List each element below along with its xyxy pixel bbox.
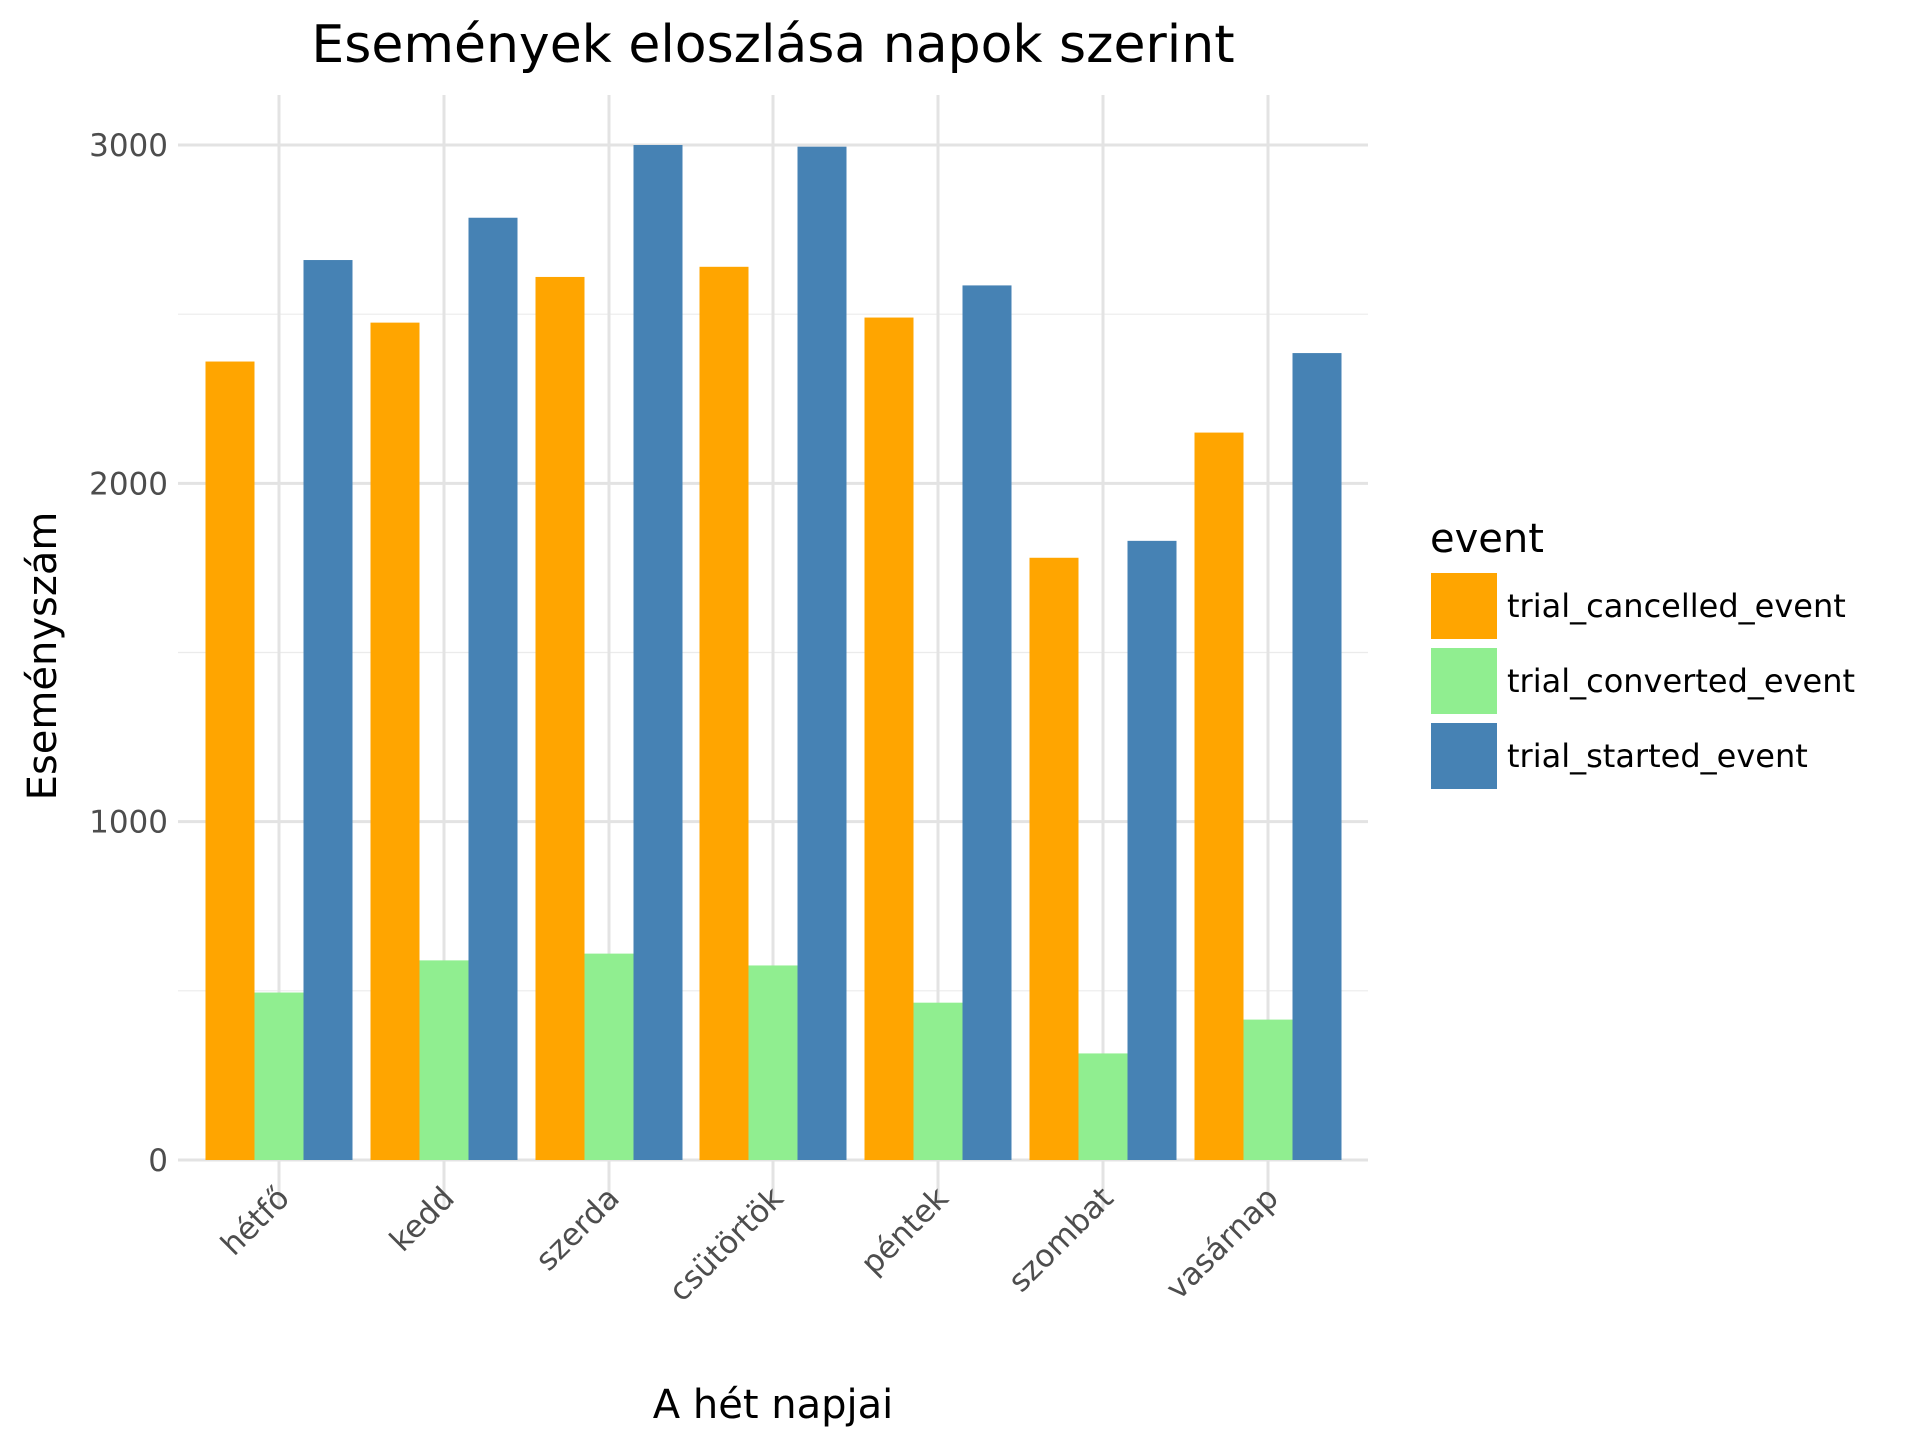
x-tick-label: csütörtök [662,1180,791,1309]
legend-key-trial_cancelled_event [1431,573,1497,639]
bar-trial_started_event-3 [797,146,847,1161]
bar-trial_started_event-6 [1292,353,1342,1160]
x-tick-label: vasárnap [1159,1180,1286,1307]
bar-trial_started_event-0 [303,260,353,1160]
y-tick-label: 1000 [89,805,168,841]
x-tick-label: péntek [854,1180,956,1282]
bar-trial_converted_event-2 [584,953,634,1160]
legend-title: event [1430,516,1544,562]
legend: trial_cancelled_event trial_converted_eve… [1431,573,1855,789]
bar-trial_cancelled_event-6 [1194,432,1244,1160]
bar-trial_started_event-5 [1127,540,1177,1160]
legend-label: trial_started_event [1507,737,1808,775]
x-tick-label: hétfő [214,1180,297,1263]
bar-trial_cancelled_event-0 [205,361,255,1160]
x-tick-label: szerda [529,1180,627,1278]
x-tick-label: szombat [1002,1180,1121,1299]
bar-trial_converted_event-3 [748,965,798,1160]
y-tick-label: 2000 [89,466,168,502]
bar-trial_cancelled_event-5 [1029,557,1079,1160]
x-tick-label: kedd [383,1180,462,1259]
y-axis-title: Eseményszám [20,512,66,801]
legend-key-trial_converted_event [1431,648,1497,714]
legend-label: trial_converted_event [1507,662,1855,700]
bar-trial_cancelled_event-1 [370,322,420,1160]
chart-title: Események eloszlása napok szerint [311,15,1234,75]
y-axis-tick-labels: 0 1000 2000 3000 [89,128,168,1179]
legend-label: trial_cancelled_event [1507,587,1846,625]
bar-trial_cancelled_event-3 [699,266,749,1160]
legend-key-trial_started_event [1431,723,1497,789]
y-tick-label: 0 [148,1143,168,1179]
bar-trial_started_event-1 [468,217,518,1160]
bar-trial_cancelled_event-2 [535,276,585,1160]
bar-trial_converted_event-5 [1078,1053,1128,1160]
bar-trial_converted_event-0 [254,992,304,1160]
bar-trial_converted_event-4 [913,1002,963,1160]
x-axis-tick-labels: hétfő kedd szerda csütörtök péntek szombat vas… [214,1180,1286,1309]
y-tick-label: 3000 [89,128,168,164]
bar-trial_cancelled_event-4 [864,317,914,1160]
bars [205,145,1342,1161]
bar-trial_started_event-4 [962,285,1012,1160]
bar-trial_converted_event-6 [1243,1019,1293,1160]
x-axis-title: A hét napjai [653,1382,893,1428]
bar-trial_started_event-2 [633,145,683,1160]
bar-trial_converted_event-1 [419,960,469,1160]
